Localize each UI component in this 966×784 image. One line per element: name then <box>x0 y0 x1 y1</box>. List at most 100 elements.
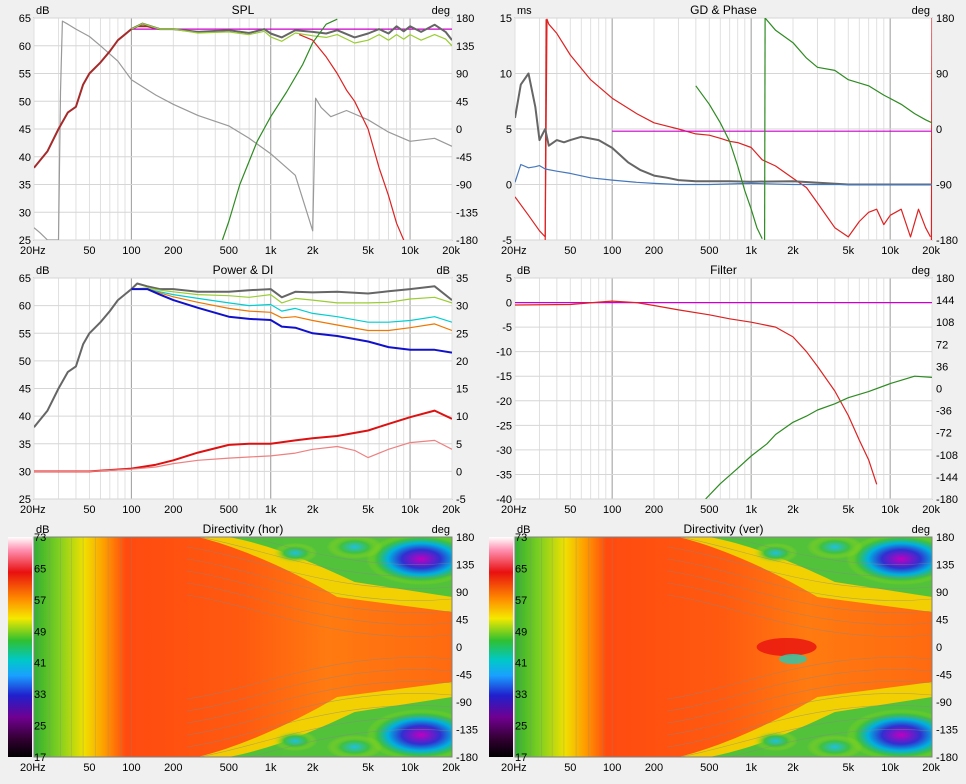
y2-tick-label: 135 <box>456 560 474 572</box>
x-tick-label: 2k <box>307 245 319 257</box>
plot-frame <box>514 536 933 758</box>
x-tick-label: 1k <box>745 762 757 774</box>
x-tick-label: 2k <box>307 762 319 774</box>
y2-tick-label: 180 <box>936 13 954 25</box>
heatmap-null <box>806 735 863 757</box>
x-tick-label: 10k <box>401 245 419 257</box>
contour-line <box>186 681 452 724</box>
y2-tick-label: 5 <box>456 439 462 451</box>
plot-frame <box>33 536 453 758</box>
x-tick-label: 20Hz <box>501 504 527 516</box>
y-tick-label: -5 <box>502 235 512 247</box>
y2-unit-label: dB <box>437 265 450 277</box>
y2-tick-label: 90 <box>456 587 468 599</box>
heatmap-null <box>846 709 932 757</box>
y-unit-label: ms <box>517 5 532 17</box>
y-tick-label: 45 <box>19 124 31 136</box>
y2-tick-label: 10 <box>456 411 468 423</box>
colorbar: 73 65 57 49 41 33 25 17 <box>489 532 527 764</box>
contour-line <box>186 693 452 736</box>
x-tick-label: 10k <box>881 504 899 516</box>
y2-tick-label: -90 <box>456 180 472 192</box>
y-tick-label: 60 <box>19 301 31 313</box>
x-tick-label: 20k <box>922 245 940 257</box>
x-tick-label: 50 <box>564 245 576 257</box>
y2-tick-label: 135 <box>936 560 954 572</box>
x-tick-label: 20Hz <box>20 762 46 774</box>
colorbar-label: 73 <box>34 532 46 544</box>
series-line <box>298 34 405 240</box>
colorbar-label: 17 <box>34 752 46 764</box>
series-line <box>515 163 932 186</box>
y2-tick-label: -180 <box>936 235 958 247</box>
y2-tick-label: 0 <box>936 642 942 654</box>
series-line <box>34 282 452 428</box>
y2-tick-label: 0 <box>456 124 462 136</box>
y2-tick-label: 180 <box>936 273 954 285</box>
x-tick-label: 2k <box>307 504 319 516</box>
y2-unit-label: deg <box>912 524 930 536</box>
y-tick-label: 30 <box>19 207 31 219</box>
x-tick-label: 200 <box>645 762 663 774</box>
heatmap-null <box>806 537 863 559</box>
y2-tick-label: 0 <box>456 466 462 478</box>
y-unit-label: dB <box>36 5 49 17</box>
contour-line <box>667 669 932 712</box>
x-tick-label: 1k <box>745 245 757 257</box>
y-tick-label: -30 <box>496 445 512 457</box>
y-tick-label: 25 <box>19 235 31 247</box>
x-tick-label: 20Hz <box>501 245 527 257</box>
y-tick-label: 0 <box>506 298 512 310</box>
y-tick-label: 50 <box>19 96 31 108</box>
series-line <box>515 300 878 485</box>
y-tick-label: 40 <box>19 411 31 423</box>
contour-line <box>197 717 452 757</box>
y2-tick-label: -45 <box>456 670 472 682</box>
series-line <box>515 72 932 186</box>
y2-tick-label: 0 <box>936 384 942 396</box>
y-tick-label: 25 <box>19 494 31 506</box>
x-tick-label: 50 <box>83 762 95 774</box>
colorbar: 73 65 57 49 41 33 25 17 <box>8 532 46 764</box>
x-tick-label: 1k <box>265 504 277 516</box>
y-tick-label: -20 <box>496 396 512 408</box>
y2-tick-label: -45 <box>936 670 952 682</box>
y-tick-label: -25 <box>496 420 512 432</box>
y2-tick-label: 72 <box>936 339 948 351</box>
y-tick-label: 15 <box>500 13 512 25</box>
series-line <box>34 409 452 473</box>
y2-tick-label: -180 <box>936 494 958 506</box>
y2-tick-label: 90 <box>456 69 468 81</box>
series-group <box>34 282 452 473</box>
y2-tick-label: 30 <box>456 301 468 313</box>
y2-tick-label: 144 <box>936 295 954 307</box>
y-tick-label: 65 <box>19 273 31 285</box>
y2-tick-label: 180 <box>456 532 474 544</box>
panel-filter: Filter dB deg -40 -35 -30 -25 -20 -15 -10 -5 0 5 -180… <box>496 263 958 516</box>
y-tick-label: 35 <box>19 180 31 192</box>
x-tick-label: 100 <box>122 245 140 257</box>
panel-power-di: Power & DI dB dB 25 30 35 40 45 50 55 60 65 -5 0 5 10 15… <box>19 263 469 516</box>
heatmap-null <box>753 731 798 751</box>
series-line <box>34 20 452 240</box>
contour-line <box>677 537 932 577</box>
heatmap-layers <box>520 537 932 757</box>
contour-line <box>186 570 452 613</box>
contour-line <box>729 729 932 757</box>
y2-unit-label: deg <box>432 5 450 17</box>
y2-unit-label: deg <box>912 265 930 277</box>
colorbar-gradient <box>8 537 32 757</box>
x-tick-label: 500 <box>220 245 238 257</box>
x-tick-label: 5k <box>362 245 374 257</box>
y-tick-label: -10 <box>496 347 512 359</box>
contour-line <box>667 681 932 724</box>
y2-tick-label: 0 <box>936 124 942 136</box>
chart-title: SPL <box>232 3 255 17</box>
chart-title: Directivity (hor) <box>203 522 284 536</box>
series-group <box>34 18 452 240</box>
colorbar-label: 25 <box>34 721 46 733</box>
x-tick-label: 100 <box>122 504 140 516</box>
y2-tick-label: -90 <box>936 180 952 192</box>
contour-line <box>729 537 932 565</box>
